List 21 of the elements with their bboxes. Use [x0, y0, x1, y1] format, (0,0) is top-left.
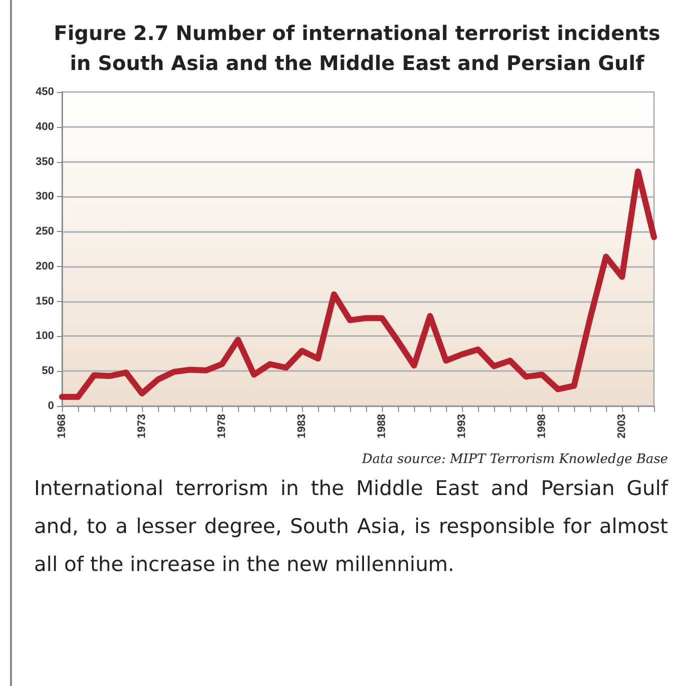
x-tick-label: 1993 — [456, 414, 468, 438]
y-tick-label: 300 — [36, 190, 54, 203]
x-tick-label: 1973 — [136, 414, 148, 438]
y-tick-label: 450 — [36, 86, 54, 98]
y-tick-label: 350 — [36, 156, 54, 168]
chart-title: Figure 2.7 Number of international terrorist incidents in South Asia and the Middle East and Persian Gulf — [52, 20, 662, 77]
y-tick-label: 100 — [36, 330, 54, 342]
x-tick-label: 1988 — [376, 414, 388, 438]
source-note: Data source: MIPT Terrorism Knowledge Base — [360, 452, 668, 467]
x-tick-label: 1978 — [216, 414, 228, 438]
y-tick-label: 200 — [36, 260, 54, 272]
y-tick-label: 50 — [42, 365, 54, 378]
y-tick-label: 0 — [48, 400, 54, 412]
x-tick-label: 1968 — [56, 414, 68, 438]
y-tick-label: 400 — [36, 120, 54, 133]
x-tick-label: 1983 — [296, 414, 308, 438]
y-tick-label: 150 — [36, 295, 54, 308]
x-tick-label: 2003 — [616, 414, 628, 438]
text: International terrorism in the Middle East and Persian Gulf and, to a lesser degree, South Asia, is responsible for almost all of the increase in the new millennium. — [34, 475, 668, 578]
x-tick-label: 1998 — [536, 414, 548, 438]
y-tick-label: 250 — [36, 226, 54, 238]
